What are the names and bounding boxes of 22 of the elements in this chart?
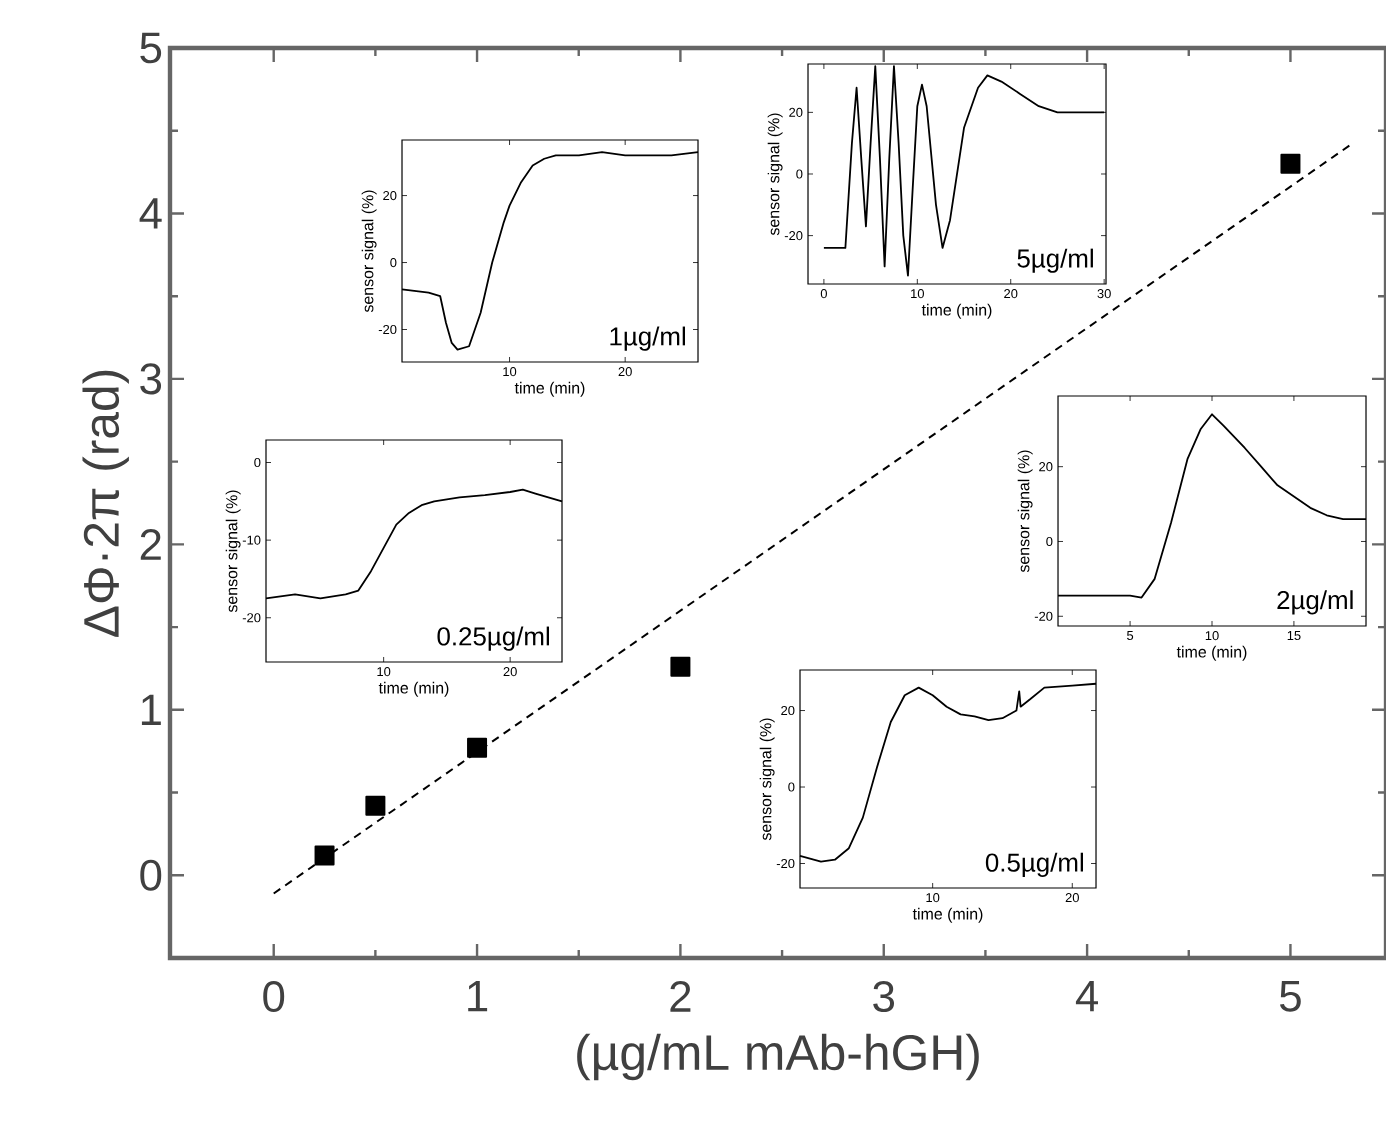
annotation: 2µg/ml [1277, 590, 1353, 615]
point [1280, 153, 1301, 174]
point [365, 795, 386, 816]
x-tick-label: 5 [1280, 981, 1301, 1012]
point [670, 656, 691, 677]
x-axis-title: (µg/mL mAb-hGH) [577, 1033, 979, 1081]
x-tick-label: 4 [1075, 981, 1098, 1012]
annotation: 0.25µg/ml [437, 626, 549, 651]
point [314, 845, 335, 866]
annotation: 0.5µg/ml [985, 852, 1083, 877]
annotation: 5µg/ml [1017, 248, 1093, 273]
x-tick-label: 1 [468, 981, 488, 1012]
annotation: 1µg/ml [610, 326, 685, 351]
point [467, 737, 488, 758]
y-tick-label: 4 [139, 198, 162, 229]
y-tick-label: 1 [141, 694, 161, 725]
y-tick-label: 5 [140, 32, 162, 64]
x-tick-label: 3 [873, 981, 895, 1013]
y-axis-title: ΔΦ·2π (rad) [82, 370, 129, 637]
x-tick-label: 2 [670, 981, 691, 1012]
x-tick-label: 0 [263, 981, 285, 1013]
y-tick-label: 2 [140, 529, 161, 560]
